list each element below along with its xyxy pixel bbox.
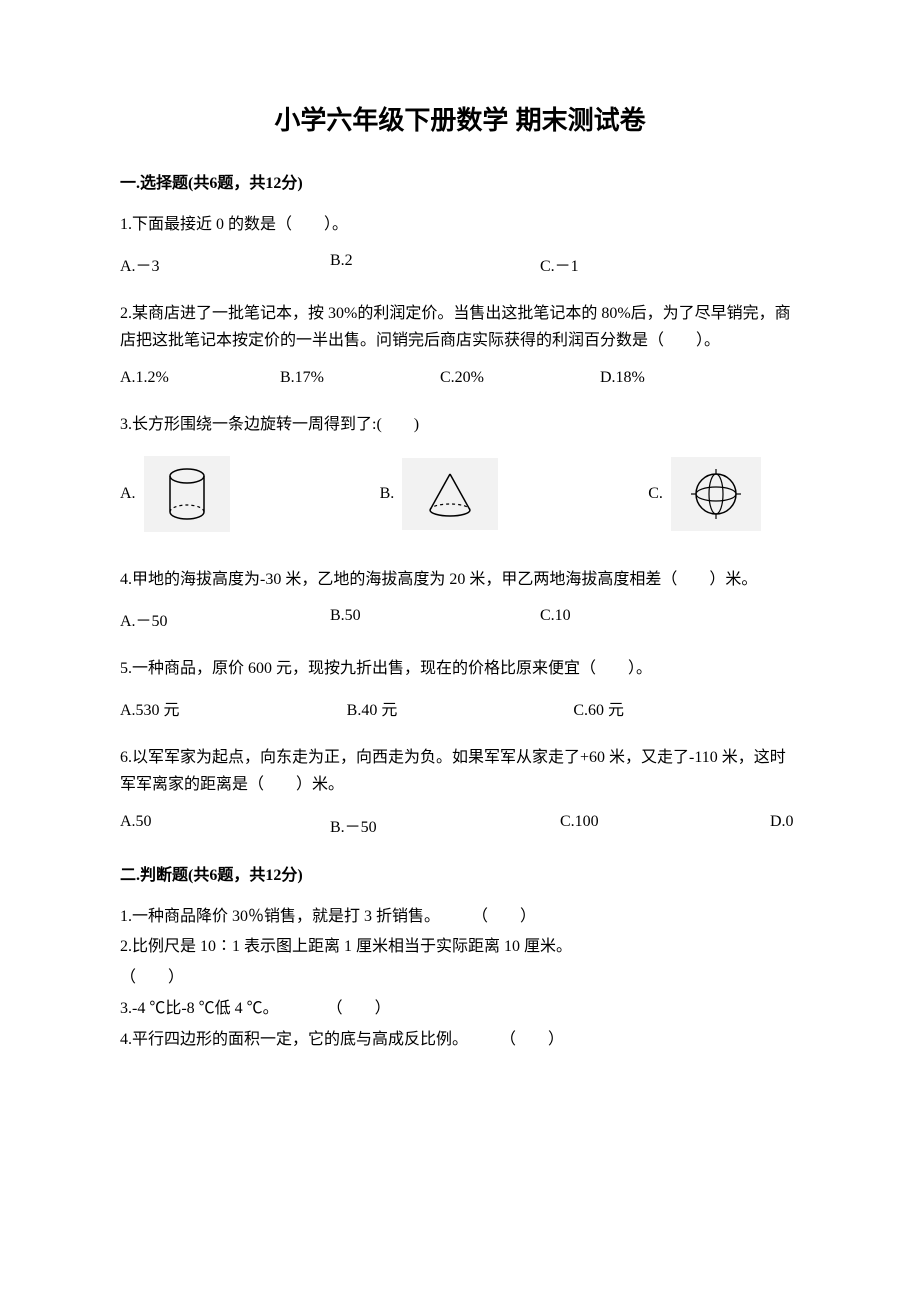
section2-header: 二.判断题(共6题，共12分) [120,861,800,885]
q3-opt-c-wrap: C. [648,457,761,531]
q4-opt-b: B.50 [330,607,540,631]
q4-text: 4.甲地的海拔高度为-30 米，乙地的海拔高度为 20 米，甲乙两地海拔高度相差… [120,566,800,593]
q2-options: A.1.2% B.17% C.20% D.18% [120,369,800,387]
q5-opt-c: C.60 元 [573,696,800,720]
tf-q2b: （ ） [120,964,800,993]
q4-opt-c: C.10 [540,607,750,631]
q4-options: A.－50 B.50 C.10 [120,607,800,631]
q2-opt-d: D.18% [600,369,760,387]
q3-opt-b: B. [380,485,395,503]
q2-text: 2.某商店进了一批笔记本，按 30%的利润定价。当售出这批笔记本的 80%后，为… [120,300,800,354]
q3-options: A. B. C. [120,456,800,532]
q3-opt-a: A. [120,485,136,503]
section1-header: 一.选择题(共6题，共12分) [120,169,800,193]
sphere-icon [671,457,761,531]
q6-options: A.50 B.－50 C.100 D.0 [120,813,800,837]
cylinder-icon [144,456,230,532]
q5-opt-a: A.530 元 [120,696,347,720]
q1-opt-a: A.－3 [120,252,330,276]
q5-options: A.530 元 B.40 元 C.60 元 [120,696,800,720]
q3-opt-a-wrap: A. [120,456,230,532]
q1-opt-b: B.2 [330,252,540,276]
tf-q3: 3.-4 ℃比-8 ℃低 4 ℃。 （ ） [120,995,800,1024]
q3-text: 3.长方形围绕一条边旋转一周得到了:( ) [120,411,800,438]
q4-opt-a: A.－50 [120,607,330,631]
tf-q4: 4.平行四边形的面积一定，它的底与高成反比例。 （ ） [120,1026,800,1055]
q3-opt-b-wrap: B. [380,458,499,530]
q6-text: 6.以军军家为起点，向东走为正，向西走为负。如果军军从家走了+60 米，又走了-… [120,744,800,798]
q5-text: 5.一种商品，原价 600 元，现按九折出售，现在的价格比原来便宜（ ）。 [120,655,800,682]
q1-opt-c: C.－1 [540,252,750,276]
q3-opt-c: C. [648,485,663,503]
q6-opt-c: C.100 [560,813,770,837]
q1-options: A.－3 B.2 C.－1 [120,252,800,276]
tf-q1: 1.一种商品降价 30％销售，就是打 3 折销售。 （ ） [120,903,800,932]
q5-opt-b: B.40 元 [347,696,574,720]
q6-opt-b: B.－50 [330,813,560,837]
q6-opt-d: D.0 [770,813,794,837]
q2-opt-b: B.17% [280,369,440,387]
q6-opt-a: A.50 [120,813,330,837]
q1-text: 1.下面最接近 0 的数是（ ）。 [120,211,800,238]
tf-q2a: 2.比例尺是 10∶1 表示图上距离 1 厘米相当于实际距离 10 厘米。 [120,933,800,962]
page-title: 小学六年级下册数学 期末测试卷 [120,100,800,137]
cone-icon [402,458,498,530]
q2-opt-c: C.20% [440,369,600,387]
q2-opt-a: A.1.2% [120,369,280,387]
